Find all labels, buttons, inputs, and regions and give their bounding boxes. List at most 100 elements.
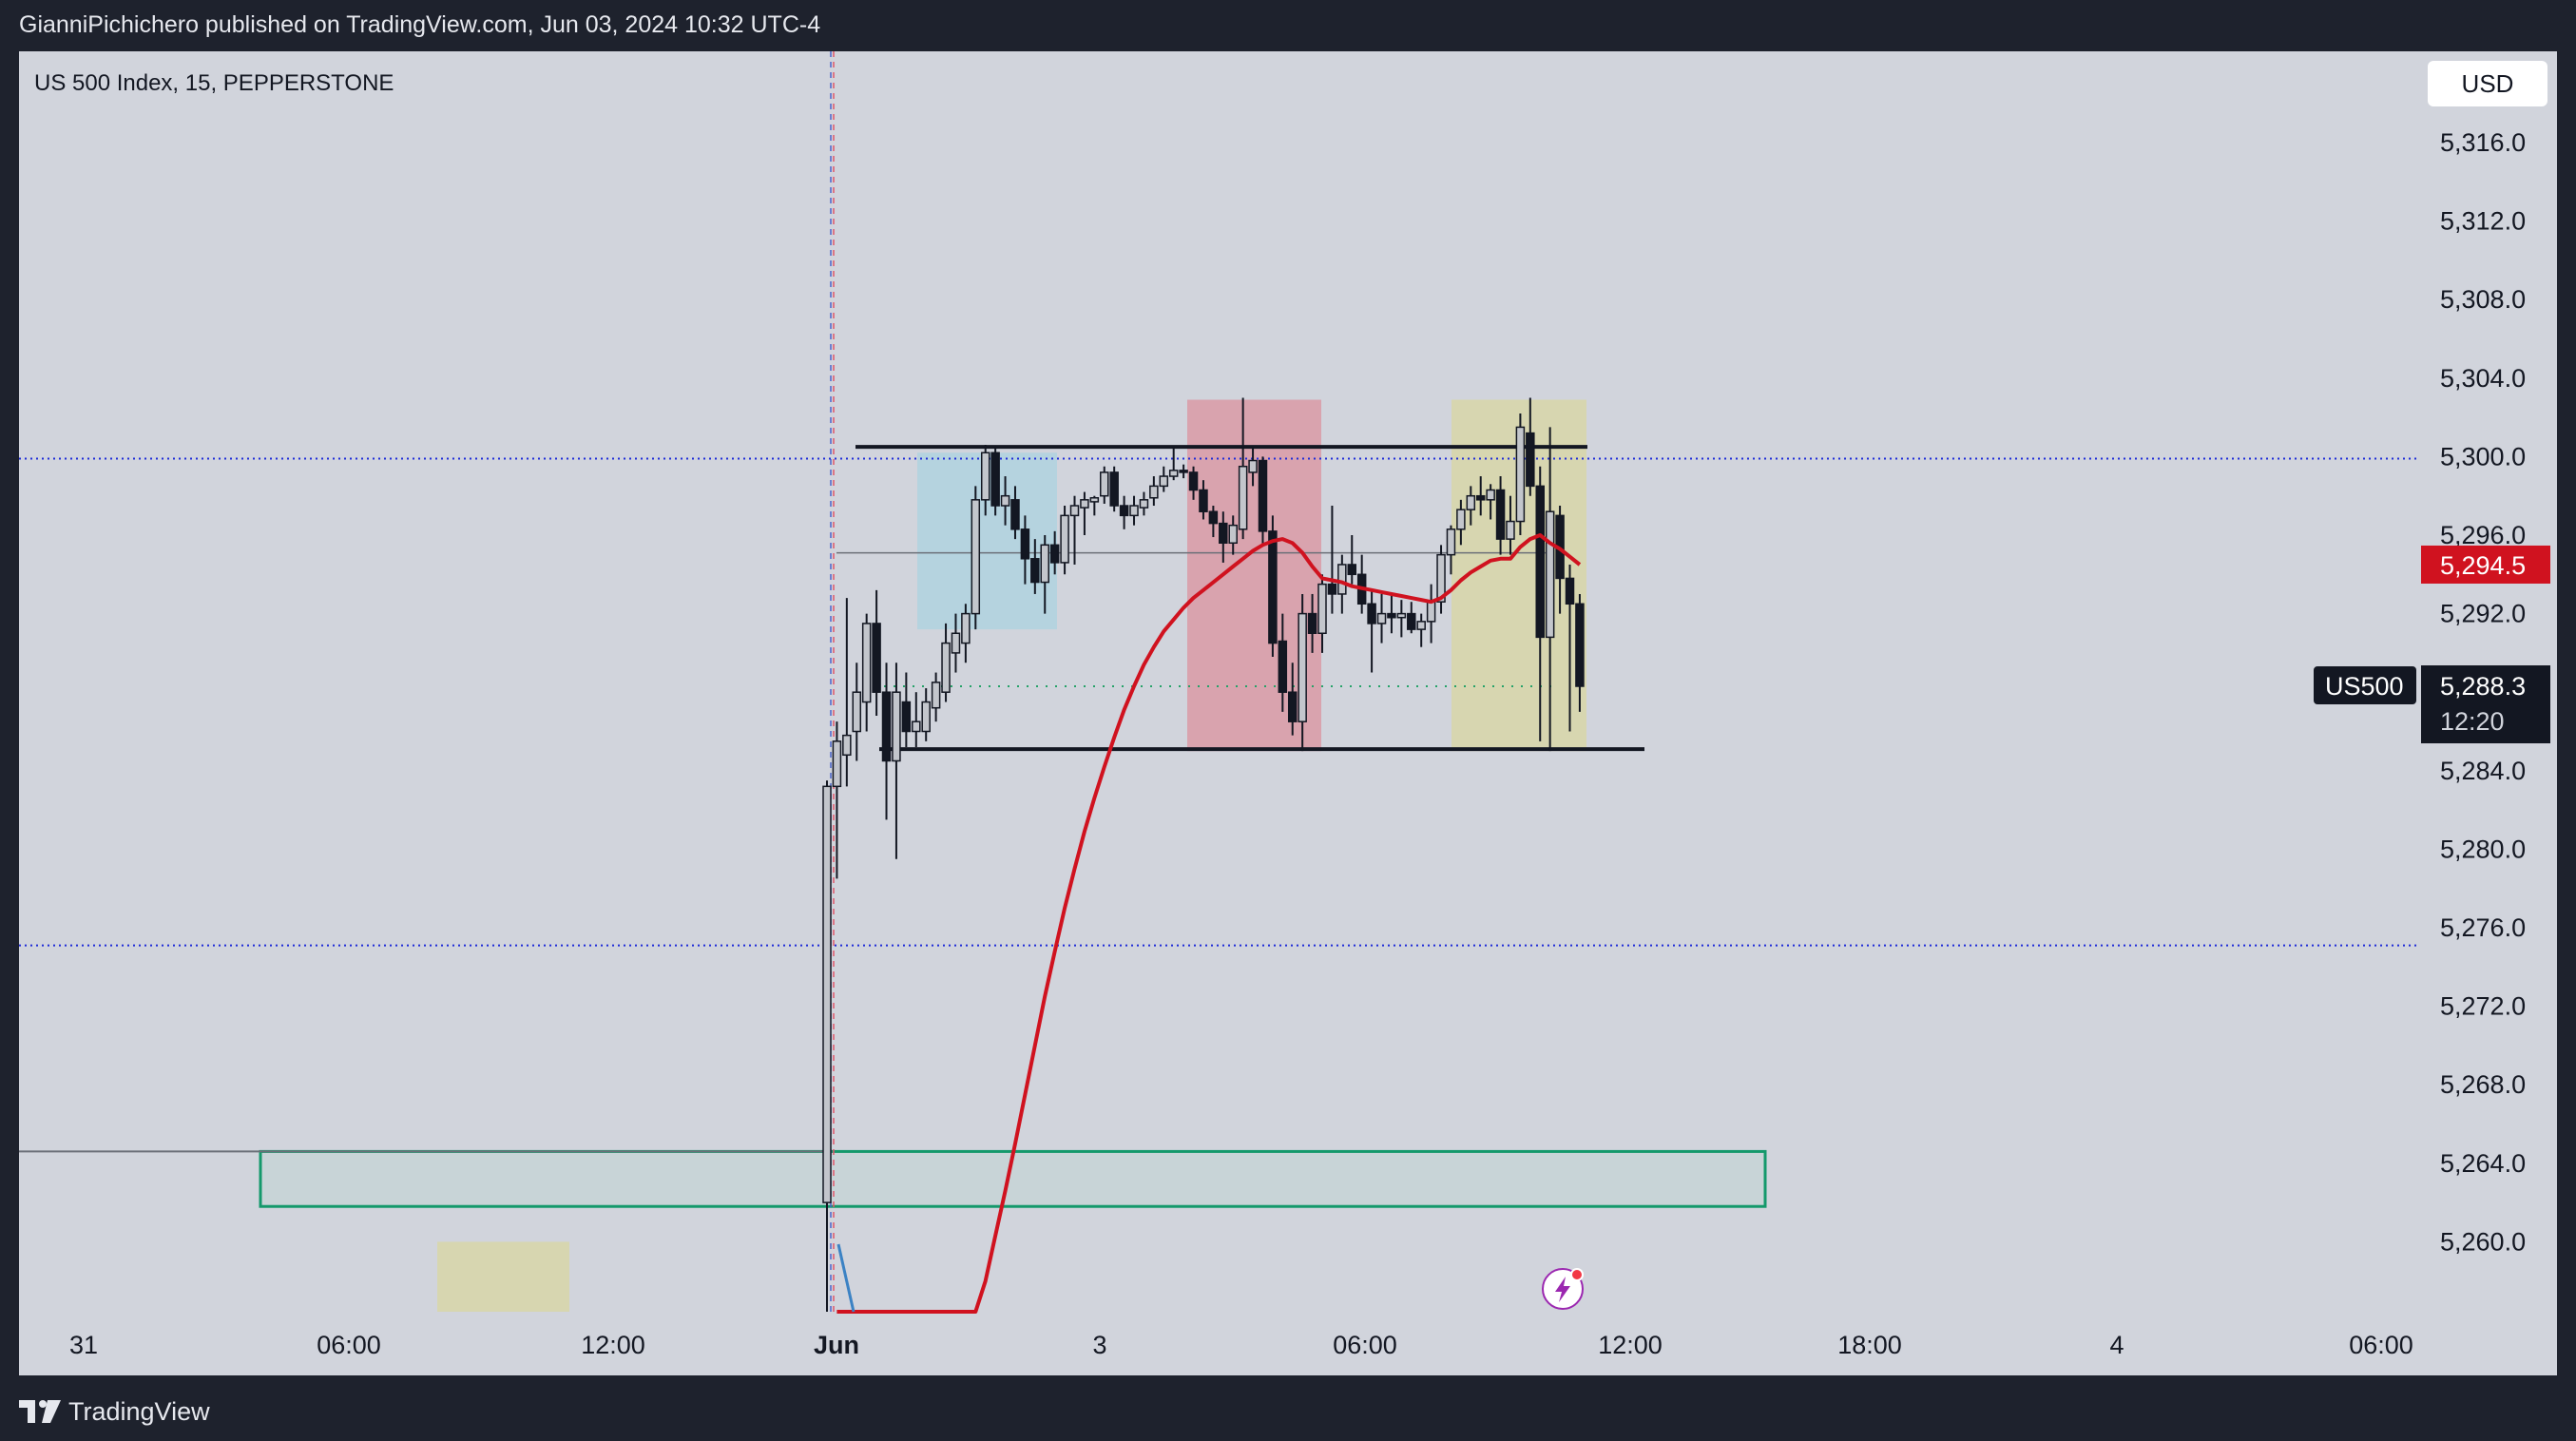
candle-body [1069,505,1080,517]
candle-body [1139,499,1149,509]
countdown-label: 12:20 [2440,707,2505,736]
candle-body [912,720,921,733]
time-tick-label: 18:00 [1837,1331,1902,1359]
price-tick-label: 5,260.0 [2440,1227,2526,1256]
candle-body [1347,564,1357,576]
candle-body [1049,544,1060,564]
candle-body [1208,510,1219,525]
highlight-box-yellow [437,1241,569,1312]
candle-body [971,499,981,615]
candle-body [1000,494,1010,507]
candle-body [1119,505,1129,517]
candle-body [990,452,1000,507]
candle-body [872,623,881,693]
price-tick-label: 5,316.0 [2440,128,2526,157]
time-tick-label: Jun [814,1331,859,1359]
time-tick-label: 06:00 [1333,1331,1397,1359]
chart-panel[interactable]: 5,316.0 5,312.0 5,308.0 5,304.0 5,300.0 5,296… [19,51,2557,1375]
candle-body [961,612,971,644]
time-tick-label: 06:00 [317,1331,381,1359]
time-tick-label: 4 [2109,1331,2124,1359]
symbol-tag-badge [2314,666,2416,705]
candle-body [832,740,842,788]
chart-icons [1542,1268,1584,1310]
candle-body [1109,471,1119,507]
time-tick-label: 12:00 [581,1331,645,1359]
price-tick-label: 5,284.0 [2440,757,2526,785]
candle-body [822,785,832,1203]
candle-body [1298,612,1307,722]
ema-layer [836,533,1582,1314]
tradingview-wordmark: TradingView [68,1396,210,1426]
currency-button[interactable]: USD [2428,61,2547,106]
candle-body [1020,528,1030,560]
candle-body [1515,426,1526,523]
candle-body [842,734,852,757]
candle-body [881,691,892,762]
candle-body [901,701,912,733]
publish-info: GianniPichichero published on TradingVie… [19,11,821,38]
candle-body [1179,470,1188,473]
candle-body [861,623,872,703]
price-tick-label: 5,272.0 [2440,992,2526,1021]
candle-body [1129,505,1139,517]
candle-body [1387,612,1396,619]
candles [822,397,1585,1312]
last-price-label: 5,288.3 [2440,672,2526,701]
candle-body [1168,470,1179,477]
candle-body [941,642,951,693]
symbol-title[interactable]: US 500 Index, 15, PEPPERSTONE [34,70,394,96]
candle-body [1475,494,1486,501]
candle-body [852,691,862,733]
candle-body [1545,510,1555,639]
candle-body [1486,489,1495,501]
candle-body [1040,544,1049,584]
candle-body [1307,612,1317,634]
price-tick-label: 5,312.0 [2440,207,2526,236]
price-tick-label: 5,264.0 [2440,1149,2526,1178]
candle-body [1060,514,1069,564]
candle-body [931,682,941,709]
candle-body [1030,558,1040,584]
candle-body [1080,499,1089,509]
tradingview-logo-icon [19,1400,61,1423]
tradingview-logo[interactable]: TradingView [19,1397,210,1426]
candle-body [1159,475,1169,488]
indicator-segment [836,1243,855,1313]
candle-body [1376,612,1387,624]
price-tick-label: 5,276.0 [2440,913,2526,942]
candle-body [1248,459,1258,473]
candle-body [1506,520,1515,540]
time-tick-label: 3 [1092,1331,1106,1359]
price-tick-label: 5,292.0 [2440,600,2526,628]
candle-body [892,691,901,762]
candle-body [980,452,990,501]
candle-body [1149,485,1159,499]
price-tick-label: 5,296.0 [2440,521,2526,549]
candle-body [1446,528,1456,556]
price-tick-label: 5,280.0 [2440,835,2526,863]
lightning-alert-icon[interactable] [1542,1268,1584,1310]
candle-body [1268,530,1278,644]
time-tick-label: 12:00 [1598,1331,1663,1359]
candle-body [1436,553,1446,603]
ema-price-label: 5,294.5 [2440,551,2526,580]
candle-body [1287,691,1298,722]
candle-body [1466,494,1476,510]
candle-body [1495,489,1506,540]
axes: 5,316.0 5,312.0 5,308.0 5,304.0 5,300.0 5,296… [69,128,2550,1359]
candle-body [1278,640,1288,693]
price-tick-label: 5,308.0 [2440,285,2526,314]
candle-body [1327,583,1337,595]
candle-body [1426,601,1436,623]
candle-body [1100,471,1109,497]
candle-body [1456,509,1466,530]
candlestick-chart[interactable]: 5,316.0 5,312.0 5,308.0 5,304.0 5,300.0 5,296… [19,51,2557,1375]
candle-body [1238,465,1248,530]
candle-body [1367,603,1376,624]
last-price-badge [2421,665,2550,744]
ema-line [836,533,1582,1314]
candle-body [1228,524,1238,545]
candle-body [1317,583,1327,634]
price-tick-label: 5,304.0 [2440,364,2526,393]
